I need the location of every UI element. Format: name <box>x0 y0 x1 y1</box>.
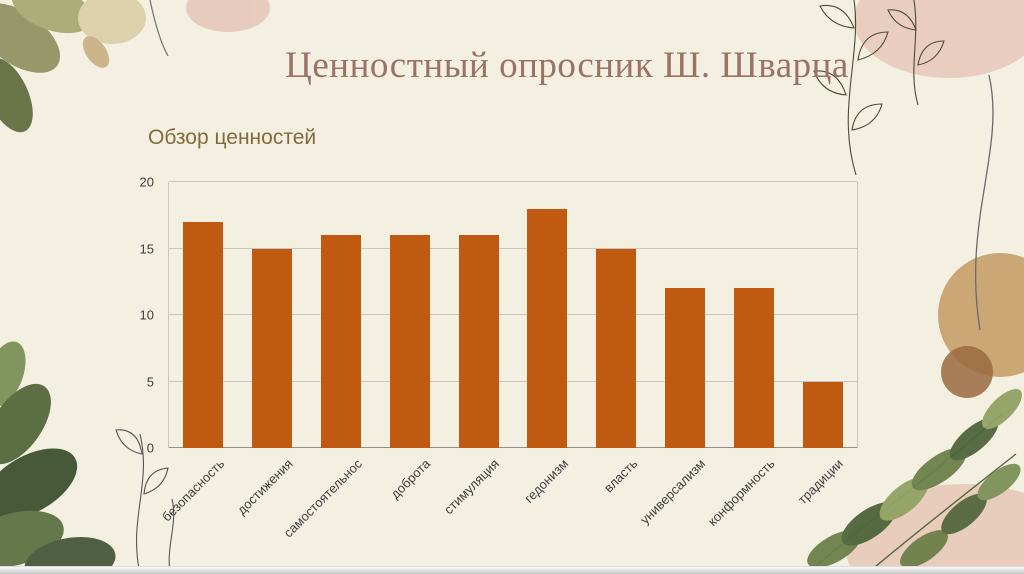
bar-slot <box>307 182 376 448</box>
x-label-slot: доброта <box>374 448 443 558</box>
gridline <box>169 181 857 182</box>
bar-slot <box>513 182 582 448</box>
y-tick-label: 0 <box>146 440 154 456</box>
x-category-label: власть <box>600 456 640 496</box>
gridline <box>169 314 857 315</box>
bottom-edge <box>0 566 1024 574</box>
chart-bar-2 <box>252 248 293 448</box>
x-label-slot: универсализм <box>637 448 719 558</box>
x-label-slot: безопасность <box>159 448 237 558</box>
bar-slot <box>788 182 857 448</box>
x-label-slot: гедонизм <box>512 448 581 558</box>
bar-slot <box>582 182 651 448</box>
x-category-label: безопасность <box>158 456 228 525</box>
bar-slot <box>375 182 444 448</box>
x-category-label: традиции <box>795 456 847 508</box>
y-tick-label: 10 <box>139 307 154 323</box>
chart-bar-4 <box>389 235 430 448</box>
x-category-label: гедонизм <box>521 456 571 506</box>
x-label-slot: конформность <box>705 448 787 558</box>
bar-slot <box>169 182 238 448</box>
x-category-label: доброта <box>387 456 434 502</box>
gridline <box>169 380 857 382</box>
bar-slot <box>719 182 788 448</box>
y-tick-label: 5 <box>146 374 154 389</box>
x-category-label: достижения <box>234 456 296 518</box>
chart-bar-1 <box>183 221 224 448</box>
chart-bar-9 <box>733 288 774 448</box>
chart-bar-3 <box>320 235 361 448</box>
x-label-slot: самостоятельнос <box>280 448 375 558</box>
x-axis-line <box>169 447 857 448</box>
chart-title: Обзор ценностей <box>148 126 317 149</box>
y-tick-label: 15 <box>139 241 154 256</box>
x-labels-row: безопасность достижения самостоятельнос доб… <box>159 448 856 558</box>
gridline <box>169 247 857 249</box>
bars-row <box>169 182 857 448</box>
x-label-slot: достижения <box>234 448 306 558</box>
bar-slot <box>651 182 720 448</box>
plot-area <box>168 181 858 448</box>
x-category-label: стимуляция <box>441 456 503 518</box>
grid-layer <box>169 181 857 448</box>
chart-bar-5 <box>458 235 499 448</box>
x-label-slot: стимуляция <box>441 448 512 558</box>
y-tick-label: 20 <box>139 174 154 190</box>
chart-bar-7 <box>596 248 637 448</box>
bar-slot <box>238 182 307 448</box>
chart-bar-6 <box>527 208 568 448</box>
slide-title: Ценностный опросник Ш. Шварца <box>285 45 849 86</box>
chart-bar-10 <box>802 381 843 448</box>
x-label-slot: власть <box>581 448 650 558</box>
x-label-slot: традиции <box>787 448 856 558</box>
bar-slot <box>444 182 513 448</box>
bar-chart: Обзор ценностей 0 5 10 15 20 безопасность дос… <box>122 126 886 566</box>
chart-bar-8 <box>664 288 705 448</box>
y-axis: 0 5 10 15 20 <box>122 175 162 456</box>
